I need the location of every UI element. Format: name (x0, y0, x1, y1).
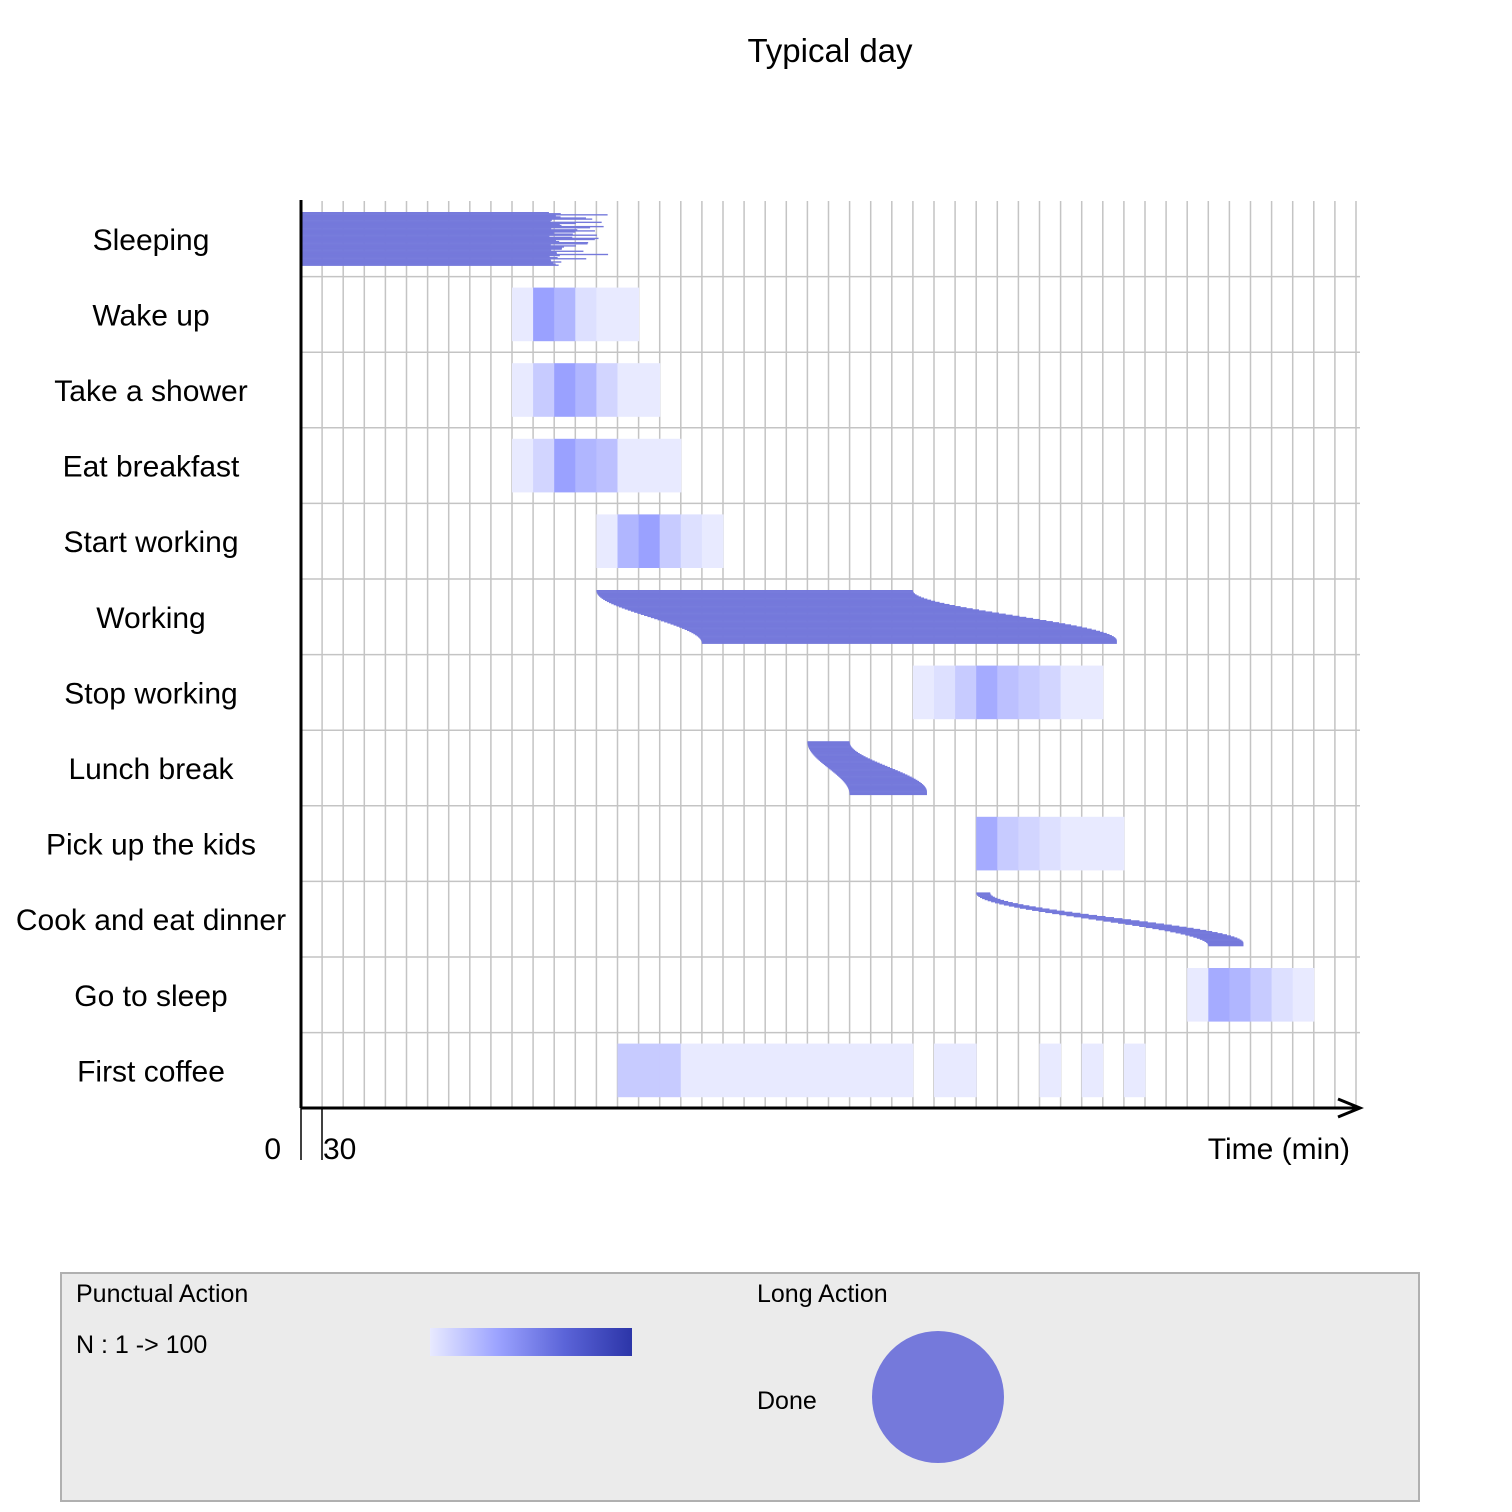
punctual-cell (596, 288, 618, 342)
punctual-cell (660, 439, 682, 493)
punctual-cell (1061, 666, 1083, 720)
punctual-cell (596, 363, 618, 417)
row-label: Pick up the kids (46, 829, 256, 862)
punctual-cell (1040, 666, 1062, 720)
timeline-chart: Typical day Sleeping Wake up Take a shower… (0, 0, 1512, 1260)
punctual-cell (1293, 968, 1315, 1022)
x-axis-label: Time (min) (1208, 1133, 1350, 1166)
punctual-cell (533, 439, 555, 493)
punctual-cell (1272, 968, 1294, 1022)
row-labels: Sleeping Wake up Take a shower Eat breakfas… (16, 224, 286, 1089)
long-action-trace (850, 794, 927, 795)
row-label: Working (96, 602, 205, 635)
punctual-cell (681, 514, 703, 568)
punctual-cell (512, 363, 534, 417)
row-label: Sleeping (93, 224, 210, 257)
punctual-cell (1229, 968, 1251, 1022)
long-action-trace (702, 643, 1117, 644)
row-label: Stop working (64, 677, 237, 710)
punctual-cell (955, 666, 977, 720)
punctual-cell (997, 666, 1019, 720)
punctual-cell (660, 514, 682, 568)
punctual-cell (639, 363, 661, 417)
punctual-cell (1251, 968, 1273, 1022)
punctual-cell (997, 817, 1019, 871)
punctual-cell (744, 1044, 766, 1098)
legend-panel: Punctual Action N : 1 -> 100 Long Action… (60, 1272, 1420, 1502)
row-label: Lunch break (68, 753, 234, 786)
x-tick-label-30: 30 (323, 1133, 356, 1166)
punctual-cell (723, 1044, 745, 1098)
punctual-cell (681, 1044, 703, 1098)
row-label: Start working (63, 526, 238, 559)
punctual-cell (596, 439, 618, 493)
punctual-cell (533, 363, 555, 417)
punctual-cell (660, 1044, 682, 1098)
chart-title: Typical day (747, 32, 913, 69)
punctual-cell (1018, 817, 1040, 871)
punctual-cell (1040, 817, 1062, 871)
punctual-cell (554, 288, 576, 342)
punctual-cell (786, 1044, 808, 1098)
punctual-cell (702, 1044, 724, 1098)
punctual-cell (618, 363, 640, 417)
row-label: Eat breakfast (63, 451, 240, 484)
punctual-cell (892, 1044, 914, 1098)
x-tick-label-0: 0 (264, 1133, 281, 1166)
punctual-cell (575, 363, 597, 417)
punctual-cell (639, 439, 661, 493)
row-label: Go to sleep (74, 980, 227, 1013)
long-action-trace (301, 265, 559, 266)
legend-gradient-bar (430, 1328, 632, 1356)
long-action-trace (1208, 945, 1243, 946)
punctual-cell (934, 1044, 956, 1098)
punctual-cell (702, 514, 724, 568)
punctual-cell (955, 1044, 977, 1098)
legend-punctual-title: Punctual Action (76, 1280, 248, 1309)
punctual-cell (1208, 968, 1230, 1022)
punctual-cell (512, 439, 534, 493)
punctual-cell (765, 1044, 787, 1098)
punctual-cell (554, 439, 576, 493)
row-label: Take a shower (54, 375, 247, 408)
punctual-cell (1082, 666, 1104, 720)
punctual-cell (1018, 666, 1040, 720)
row-label: Wake up (92, 299, 209, 332)
punctual-cell (1103, 817, 1125, 871)
punctual-cell (575, 439, 597, 493)
row-label: First coffee (77, 1055, 225, 1088)
punctual-cell (1040, 1044, 1062, 1098)
punctual-cell (850, 1044, 872, 1098)
punctual-cell (639, 1044, 661, 1098)
punctual-cell (1061, 817, 1083, 871)
punctual-cell (618, 514, 640, 568)
punctual-cell (871, 1044, 893, 1098)
legend-long-item: Done (757, 1387, 817, 1416)
legend-punctual-scale: N : 1 -> 100 (76, 1331, 207, 1360)
legend-long-circle (872, 1331, 1004, 1463)
punctual-cell (596, 514, 618, 568)
punctual-cell (533, 288, 555, 342)
punctual-cell (829, 1044, 851, 1098)
punctual-cell (807, 1044, 829, 1098)
punctual-cell (618, 288, 640, 342)
punctual-cell (934, 666, 956, 720)
punctual-cell (554, 363, 576, 417)
punctual-cell (976, 666, 998, 720)
punctual-cell (1082, 817, 1104, 871)
punctual-cell (976, 817, 998, 871)
legend-long-title: Long Action (757, 1280, 888, 1309)
punctual-cell (913, 666, 935, 720)
punctual-cell (618, 1044, 640, 1098)
punctual-cell (575, 288, 597, 342)
punctual-cell (512, 288, 534, 342)
punctual-cell (1124, 1044, 1146, 1098)
punctual-cell (1082, 1044, 1104, 1098)
punctual-cell (1187, 968, 1209, 1022)
row-label: Cook and eat dinner (16, 904, 286, 937)
punctual-cell (639, 514, 661, 568)
punctual-cell (618, 439, 640, 493)
